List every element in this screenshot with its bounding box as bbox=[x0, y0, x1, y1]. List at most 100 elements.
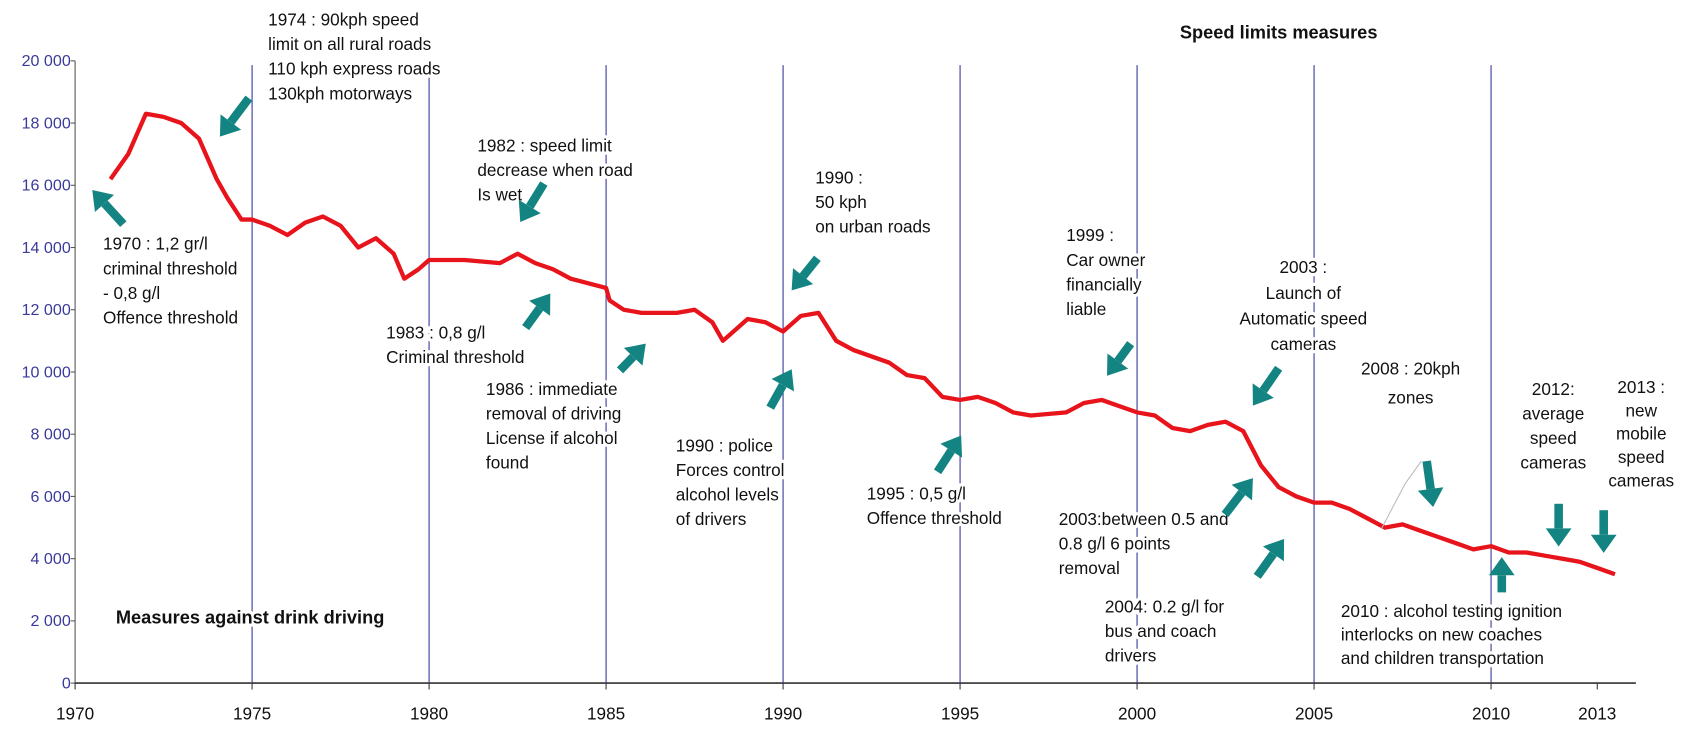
heading: Measures against drink driving bbox=[116, 607, 385, 627]
annotation: 1990 : police bbox=[676, 437, 773, 456]
arrow-head bbox=[1545, 528, 1572, 547]
annotation: decrease when road bbox=[477, 161, 632, 180]
annotation: interlocks on new coaches bbox=[1341, 625, 1542, 644]
annotation: 1974 : 90kph speed bbox=[268, 11, 419, 30]
arrow-head bbox=[1590, 534, 1617, 553]
annotation: liable bbox=[1066, 300, 1106, 319]
annotation: financially bbox=[1066, 275, 1142, 294]
annotation: Criminal threshold bbox=[386, 348, 524, 367]
annotation: Offence threshold bbox=[867, 509, 1002, 528]
arrow-stem bbox=[522, 305, 544, 331]
annotation: 130kph motorways bbox=[268, 84, 412, 103]
annotation: of drivers bbox=[676, 510, 747, 529]
annotation: 50 kph bbox=[815, 193, 867, 212]
annotation: alcohol levels bbox=[676, 486, 779, 505]
y-tick-label: 12 000 bbox=[22, 301, 71, 319]
arrow-stem bbox=[101, 200, 127, 228]
x-tick-label: 1995 bbox=[941, 704, 979, 723]
y-tick-label: 2 000 bbox=[31, 612, 71, 630]
annotation: Launch of bbox=[1266, 284, 1342, 303]
annotation: average bbox=[1522, 405, 1584, 424]
arrow-head bbox=[791, 268, 814, 291]
arrow-head bbox=[1488, 557, 1515, 576]
annotation: cameras bbox=[1270, 335, 1336, 354]
arrow-stem bbox=[766, 383, 787, 410]
y-tick-label: 0 bbox=[62, 674, 71, 692]
annotation: removal of driving bbox=[486, 405, 621, 424]
y-tick-label: 10 000 bbox=[22, 363, 71, 381]
heading: Speed limits measures bbox=[1180, 22, 1378, 42]
arrow-head bbox=[529, 293, 551, 316]
annotation: speed bbox=[1618, 448, 1665, 467]
annotation: 110 kph express roads bbox=[268, 60, 440, 79]
y-tick-label: 20 000 bbox=[22, 52, 71, 70]
annotation: - 0,8 g/l bbox=[103, 284, 160, 303]
arrow-head bbox=[771, 369, 795, 392]
annotation: Car owner bbox=[1066, 251, 1145, 270]
annotation: mobile bbox=[1616, 425, 1667, 444]
arrow-stem bbox=[1259, 365, 1283, 394]
y-tick-label: 4 000 bbox=[31, 550, 71, 568]
annotation: removal bbox=[1059, 559, 1120, 578]
annotation: 1999 : bbox=[1066, 226, 1114, 245]
x-tick-label: 2013 bbox=[1578, 704, 1616, 723]
x-tick-label: 1970 bbox=[56, 704, 94, 723]
annotation: cameras bbox=[1520, 454, 1586, 473]
annotation: 0.8 g/l 6 points bbox=[1059, 535, 1171, 554]
annotation: limit on all rural roads bbox=[268, 35, 431, 54]
arrow-head bbox=[1231, 478, 1253, 501]
y-tick-label: 8 000 bbox=[31, 426, 71, 444]
annotation: 1970 : 1,2 gr/l bbox=[103, 235, 208, 254]
annotation: 2012: bbox=[1532, 380, 1575, 399]
annotation: 2003:between 0.5 and bbox=[1059, 510, 1229, 529]
x-tick-label: 2005 bbox=[1295, 704, 1333, 723]
arrow-stem bbox=[526, 181, 548, 209]
arrow-head bbox=[1252, 383, 1274, 406]
arrow-stem bbox=[1221, 489, 1246, 518]
annotation: Automatic speed bbox=[1239, 310, 1367, 329]
annotation: Forces control bbox=[676, 461, 785, 480]
annotation: drivers bbox=[1105, 647, 1156, 666]
arrow-head bbox=[1262, 539, 1285, 562]
data-line bbox=[108, 111, 1616, 577]
arrow-head bbox=[940, 435, 963, 458]
annotation: License if alcohol bbox=[486, 429, 618, 448]
y-tick-label: 14 000 bbox=[22, 239, 71, 257]
arrow-head bbox=[219, 114, 242, 137]
y-tick-label: 18 000 bbox=[22, 114, 71, 132]
arrow-head bbox=[623, 343, 646, 366]
annotation: 2010 : alcohol testing ignition bbox=[1341, 602, 1562, 621]
annotation: bus and coach bbox=[1105, 622, 1217, 641]
arrow-stem bbox=[799, 255, 821, 279]
annotation: 2008 : 20kph bbox=[1361, 360, 1460, 379]
x-tick-label: 1975 bbox=[233, 704, 271, 723]
x-tick-label: 2000 bbox=[1118, 704, 1156, 723]
arrow-stem bbox=[616, 353, 637, 374]
y-tick-label: 16 000 bbox=[22, 177, 71, 195]
line-layer bbox=[108, 111, 1616, 577]
annotation: 1995 : 0,5 g/l bbox=[867, 485, 966, 504]
pointer-line bbox=[1381, 460, 1422, 529]
arrow-stem bbox=[933, 448, 955, 475]
annotation: new bbox=[1626, 401, 1658, 420]
annotation: Is wet bbox=[477, 186, 522, 205]
annotation: 2013 : bbox=[1617, 378, 1665, 397]
annotation: 2003 : bbox=[1279, 258, 1327, 277]
annotation: 1986 : immediate bbox=[486, 380, 618, 399]
y-tick-label: 6 000 bbox=[31, 488, 71, 506]
arrow-head bbox=[92, 189, 115, 213]
arrow-head bbox=[1417, 487, 1444, 507]
annotation: 2004: 0.2 g/l for bbox=[1105, 598, 1224, 617]
x-tick-label: 2010 bbox=[1472, 704, 1510, 723]
arrow-stem bbox=[227, 95, 253, 125]
x-tick-label: 1985 bbox=[587, 704, 625, 723]
arrow-head bbox=[518, 199, 541, 223]
arrow-layer bbox=[92, 95, 1617, 593]
arrow-stem bbox=[1114, 341, 1135, 364]
arrow-head bbox=[1107, 353, 1129, 376]
arrow-stem bbox=[1422, 460, 1435, 490]
x-tick-label: 1990 bbox=[764, 704, 802, 723]
annotation: speed bbox=[1530, 429, 1577, 448]
